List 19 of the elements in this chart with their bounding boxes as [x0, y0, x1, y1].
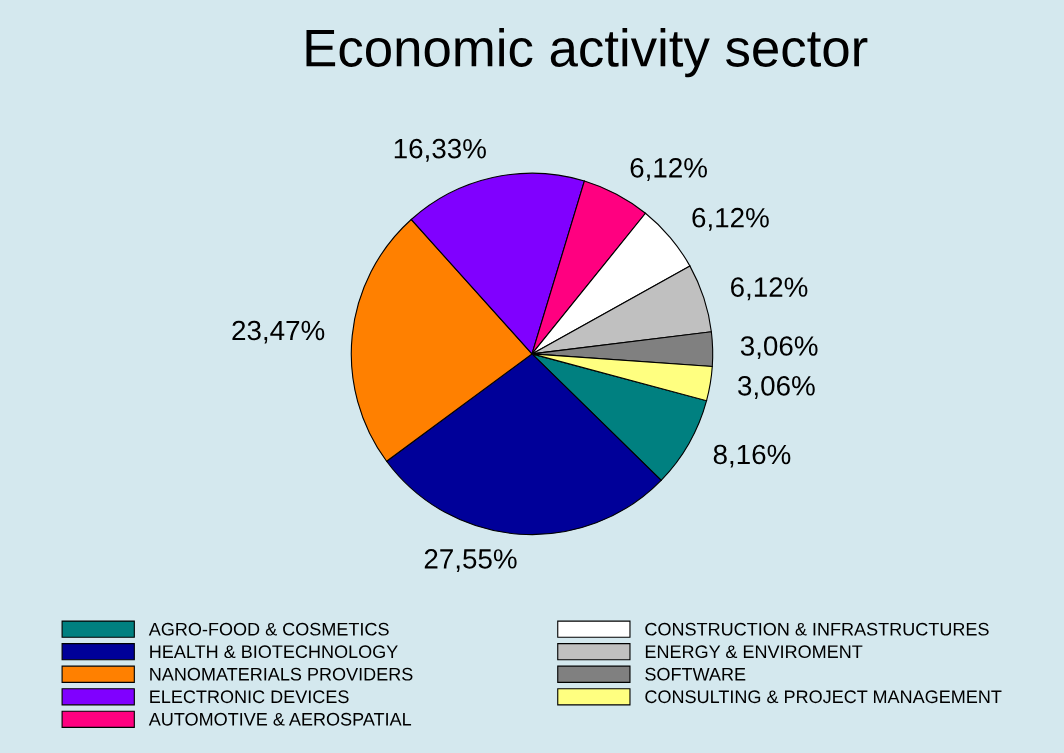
legend-label: CONSULTING & PROJECT MANAGEMENT	[645, 690, 1002, 704]
legend-label: NANOMATERIALS PROVIDERS	[150, 667, 413, 681]
legend-label: AUTOMOTIVE & AEROSPATIAL	[148, 712, 412, 726]
legend-label: ELECTRONIC DEVICES	[150, 690, 349, 704]
data-label: 6,12%	[630, 157, 707, 181]
data-label: 6,12%	[731, 277, 808, 301]
legend-label: HEALTH & BIOTECHNOLOGY	[150, 645, 398, 659]
data-label: 23,47%	[232, 320, 325, 344]
data-label: 8,16%	[713, 444, 791, 468]
legend-label: SOFTWARE	[645, 667, 746, 681]
legend-label: AGRO-FOOD & COSMETICS	[148, 622, 389, 636]
legend-label: ENERGY & ENVIROMENT	[645, 645, 863, 659]
chart-title: Economic activity sector	[306, 28, 868, 78]
legend-label: CONSTRUCTION & INFRASTRUCTURES	[645, 622, 989, 636]
data-label: 16,33%	[394, 138, 486, 162]
data-label: 3,06%	[740, 336, 818, 360]
data-label: 27,55%	[424, 549, 517, 572]
data-label: 3,06%	[738, 375, 815, 399]
data-label: 6,12%	[692, 207, 769, 231]
